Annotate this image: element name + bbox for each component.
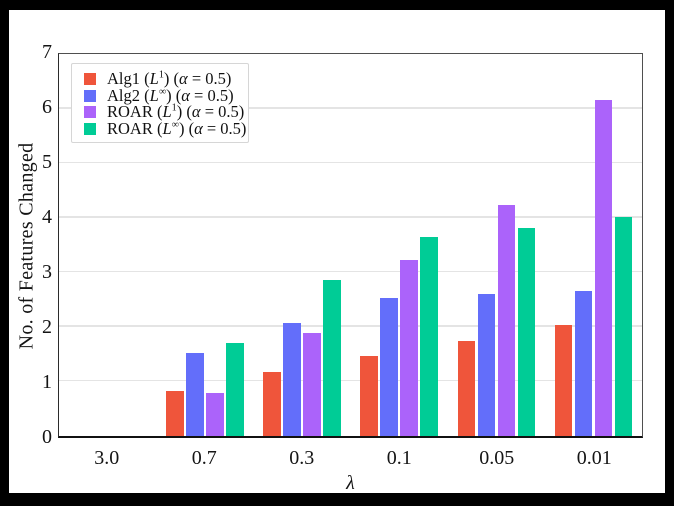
y-axis-title: No. of Features Changed [15, 142, 38, 350]
bar [226, 342, 244, 436]
bar-group [360, 54, 438, 436]
gridline [59, 161, 642, 164]
bar [594, 100, 613, 436]
bar [380, 298, 398, 436]
bar [206, 392, 224, 436]
y-tick-label: 5 [42, 151, 52, 174]
legend-item: Alg2 (L∞) (α = 0.5) [84, 85, 238, 105]
bar-group [554, 54, 633, 436]
legend-label: ROAR (L∞) (α = 0.5) [107, 118, 247, 138]
bar [323, 279, 341, 436]
bar [360, 355, 378, 436]
bar [186, 353, 204, 436]
bar [554, 325, 573, 436]
bar [263, 372, 281, 436]
bar-group [457, 54, 536, 436]
bar [400, 259, 418, 436]
legend-swatch [84, 106, 96, 119]
category-slot [156, 54, 253, 436]
x-axis-title: λ [346, 472, 355, 494]
y-tick-label: 2 [42, 316, 52, 339]
legend-swatch [84, 73, 96, 86]
category-slot [448, 54, 545, 436]
bar-group [263, 54, 341, 436]
bar [283, 322, 301, 436]
bar [420, 236, 438, 436]
bar-groups-container [59, 54, 642, 436]
y-tick-label: 6 [42, 96, 52, 119]
gridline [59, 325, 642, 327]
y-tick-label: 4 [42, 206, 52, 229]
plot-area [58, 53, 643, 438]
x-tick-label: 3.0 [94, 447, 120, 469]
legend-item: ROAR (L1) (α = 0.5) [84, 103, 244, 121]
bar [574, 291, 593, 436]
legend-swatch [84, 89, 96, 102]
legend-item: ROAR (L∞) (α = 0.5) [84, 119, 246, 138]
y-tick-label: 7 [42, 41, 52, 64]
x-tick-label: 0.7 [191, 447, 217, 469]
bar [477, 294, 496, 436]
legend-label: Alg2 (L∞) (α = 0.5) [107, 85, 234, 105]
bar [166, 390, 184, 436]
x-tick-label: 0.1 [386, 447, 412, 469]
legend-label: Alg1 (L1) (α = 0.5) [107, 69, 232, 88]
bar-group [166, 54, 244, 436]
legend: Alg1 (L1) (α = 0.5) Alg2 (L∞) (α = 0.5) RO… [71, 63, 249, 143]
bar [497, 204, 516, 436]
x-tick-label: 0.05 [479, 447, 515, 469]
category-slot [351, 54, 448, 436]
x-tick-label: 0.01 [576, 447, 612, 469]
figure-canvas: No. of Features Changed 0 1 2 3 4 5 6 7 3.0 0.7 0… [9, 10, 665, 494]
bar [614, 217, 633, 436]
y-tick-label: 3 [42, 261, 52, 284]
gridline [59, 107, 642, 109]
legend-label: ROAR (L1) (α = 0.5) [107, 102, 245, 121]
legend-item: Alg1 (L1) (α = 0.5) [84, 69, 238, 88]
y-tick-label: 1 [42, 371, 52, 394]
bar [517, 227, 536, 436]
gridline [59, 216, 642, 218]
gridline [59, 270, 642, 273]
y-tick-label: 0 [42, 426, 52, 449]
category-slot [253, 54, 350, 436]
legend-swatch [84, 122, 96, 135]
bar [457, 341, 476, 436]
category-slot [545, 54, 642, 436]
x-tick-label: 0.3 [289, 447, 315, 469]
x-tick-labels: 3.0 0.7 0.3 0.1 0.05 0.01 [58, 447, 643, 470]
gridline [59, 379, 642, 382]
bar [303, 332, 321, 436]
